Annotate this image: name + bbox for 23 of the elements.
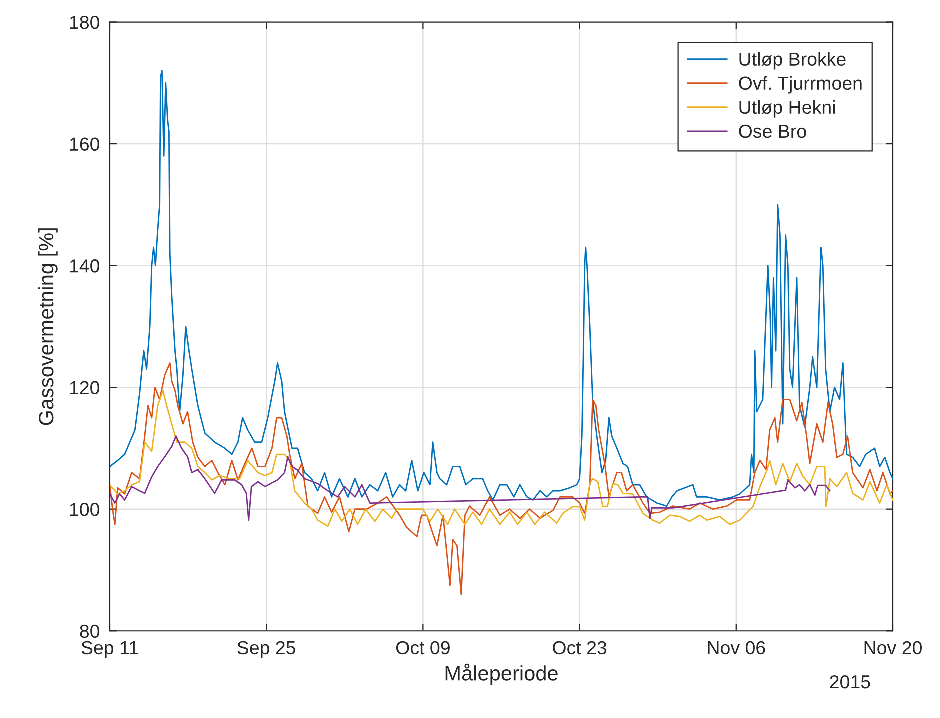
x-tick-label: Sep 25 [238, 641, 296, 658]
y-tick-label: 80 [80, 624, 100, 638]
line-series [110, 70, 893, 507]
x-axis-title: Måleperiode [446, 664, 558, 685]
text: 2015 [830, 675, 870, 689]
legend-label: Utløp Hekni [740, 100, 835, 118]
legend-label: Ose Bro [739, 124, 806, 138]
legend-label: Ovf. Tjurrmoen [739, 76, 862, 94]
y-tick-label: 120 [70, 381, 100, 395]
line-series [110, 362, 893, 596]
legend-label: Utløp Brokke [740, 52, 846, 70]
x-tick-label: Oct 09 [396, 641, 450, 655]
y-tick-label: 160 [70, 138, 100, 152]
x-tick-label: Oct 23 [553, 641, 607, 655]
y-tick-label: 100 [70, 503, 100, 516]
x-tick-label: Sep 11 [82, 641, 138, 658]
x-tick-label: Nov 06 [708, 641, 766, 655]
y-tick-label: 180 [70, 16, 100, 30]
line-series [110, 436, 831, 522]
y-tick-label: 140 [70, 260, 100, 273]
line-series [110, 390, 893, 528]
y-axis-title: Gassovermetning [%] [38, 228, 58, 426]
x-tick-label: Nov 20 [864, 641, 922, 655]
